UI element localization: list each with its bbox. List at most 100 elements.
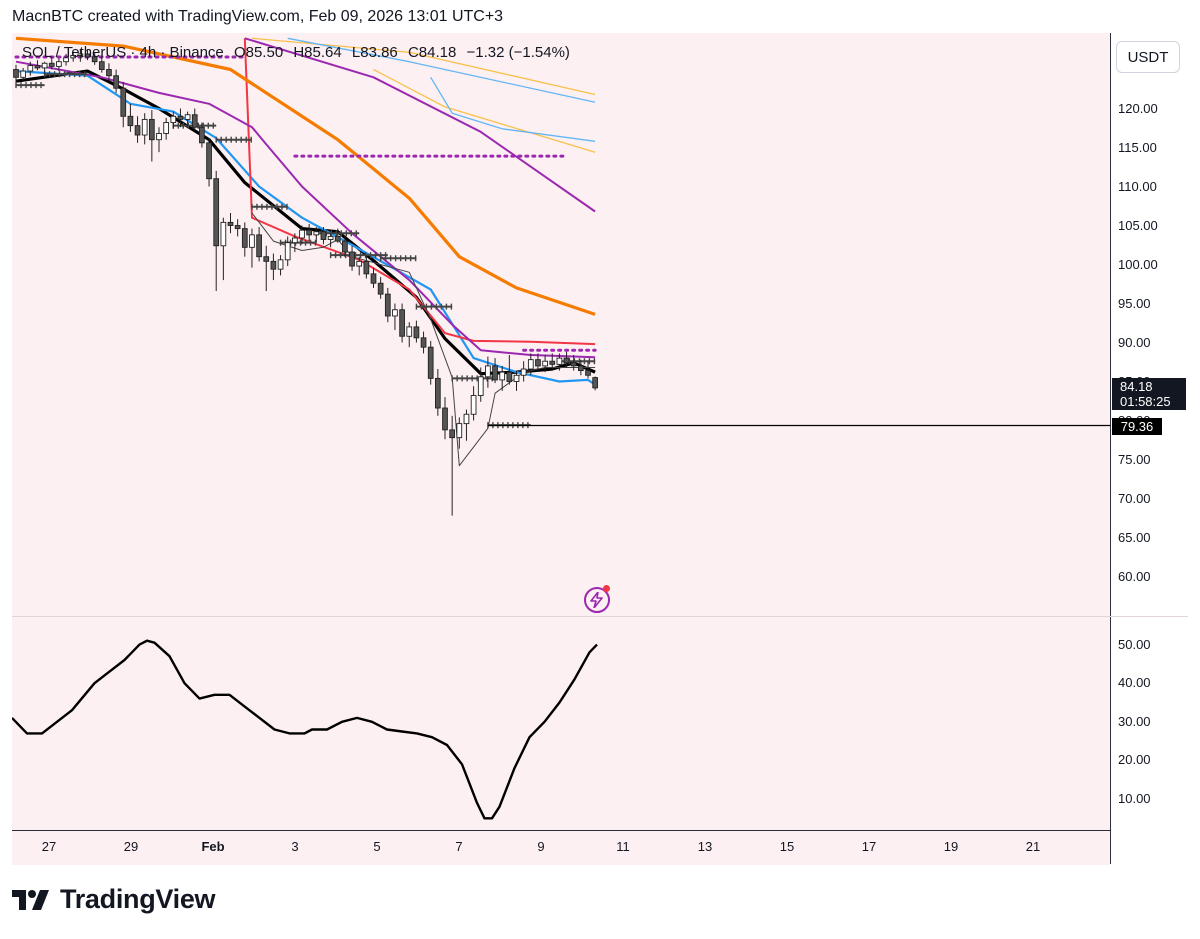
candle [585, 361, 591, 379]
candle-body [227, 221, 234, 226]
date-tick: Feb [201, 839, 225, 854]
candle-body [299, 229, 305, 239]
candle-body [184, 114, 191, 120]
candle [263, 245, 270, 292]
candle-body [520, 368, 527, 376]
candle [527, 353, 534, 376]
ma-line-lightblue [287, 37, 596, 103]
candle [127, 103, 134, 132]
price-tick: 105.00 [1118, 217, 1158, 233]
horizontal-line-tag[interactable]: 79.36 [1112, 418, 1162, 435]
candle [499, 365, 506, 391]
candle-body [527, 359, 534, 370]
legend-open: O85.50 [233, 44, 284, 61]
price-tick: 70.00 [1118, 490, 1151, 506]
candle [199, 122, 205, 148]
candle-body [120, 87, 127, 117]
price-tick: 90.00 [1118, 334, 1151, 350]
candle [370, 267, 377, 288]
candle [449, 415, 456, 516]
candle-body [513, 374, 520, 382]
candle-body [470, 395, 477, 415]
candle-body [156, 133, 162, 141]
candle [435, 369, 441, 416]
candle-body [170, 115, 177, 123]
bar-countdown: 01:58:25 [1120, 394, 1171, 409]
candle [120, 81, 127, 128]
candle-body [563, 357, 570, 364]
date-tick: 21 [1025, 839, 1041, 854]
candle [191, 108, 198, 131]
candle [399, 303, 405, 343]
candle-body [213, 178, 220, 247]
candle [241, 222, 248, 257]
candle [220, 217, 227, 281]
candle-body [163, 122, 170, 134]
legend-close: C84.18 [407, 44, 457, 61]
candle [513, 370, 520, 391]
legend-symbol[interactable]: SOL / TetherUS · 4h · Binance [22, 44, 224, 61]
candle [377, 276, 384, 299]
candle [463, 409, 470, 441]
candle-body [585, 370, 591, 376]
price-tick: 95.00 [1118, 295, 1151, 311]
candle [206, 138, 212, 187]
candle [420, 331, 427, 354]
date-tick: 17 [861, 839, 877, 854]
candle-body [306, 229, 313, 236]
candle [98, 57, 105, 73]
candle-body [570, 362, 577, 367]
candle-body [270, 260, 277, 270]
lightning-icon[interactable] [584, 587, 610, 613]
date-tick: 11 [616, 839, 630, 854]
candle [77, 50, 84, 62]
chart-pane[interactable] [12, 33, 1110, 830]
candle-body [556, 357, 563, 365]
candle [184, 111, 191, 126]
candle-body [442, 407, 448, 431]
last-price-value: 84.18 [1120, 379, 1153, 394]
candle [363, 256, 370, 279]
tradingview-logo[interactable]: TradingView [12, 884, 216, 915]
candle-body [27, 65, 34, 72]
candle-body [334, 235, 341, 242]
candle-body [349, 251, 355, 267]
candle [492, 358, 498, 384]
pane-divider[interactable] [12, 616, 1188, 617]
candle-body [241, 228, 248, 248]
candle-body [370, 273, 377, 284]
candle-body [492, 365, 498, 381]
candle [392, 303, 398, 331]
candle-body [499, 371, 506, 381]
indicator-tick: 50.00 [1118, 636, 1151, 652]
currency-button[interactable]: USDT [1116, 41, 1180, 73]
date-tick: 5 [373, 839, 381, 854]
candle-body [406, 326, 413, 337]
candle [234, 219, 241, 237]
axis-corner [1110, 830, 1189, 864]
candle-body [220, 221, 227, 247]
ma-line-blue [15, 70, 596, 386]
candle-body [435, 377, 441, 409]
candle [520, 361, 527, 382]
candle-body [342, 240, 348, 253]
price-tick: 120.00 [1118, 100, 1158, 116]
time-axis[interactable] [12, 830, 1110, 865]
candle [156, 127, 162, 153]
date-tick: 13 [697, 839, 713, 854]
candle [342, 236, 348, 257]
candle [34, 60, 41, 71]
chart-header: MacnBTC created with TradingView.com, Fe… [12, 8, 504, 25]
chart-legend: SOL / TetherUS · 4h · Binance O85.50 H85… [22, 44, 576, 61]
candle-body [420, 337, 427, 348]
candle-body [356, 260, 363, 267]
candle-body [399, 309, 405, 337]
indicator-tick: 40.00 [1118, 675, 1151, 691]
candle-body [63, 57, 69, 63]
price-tick: 60.00 [1118, 568, 1151, 584]
date-tick: 7 [455, 839, 463, 854]
price-tick: 75.00 [1118, 451, 1151, 467]
candle-body [234, 225, 241, 230]
candle-body [542, 360, 548, 367]
candle [313, 227, 320, 243]
